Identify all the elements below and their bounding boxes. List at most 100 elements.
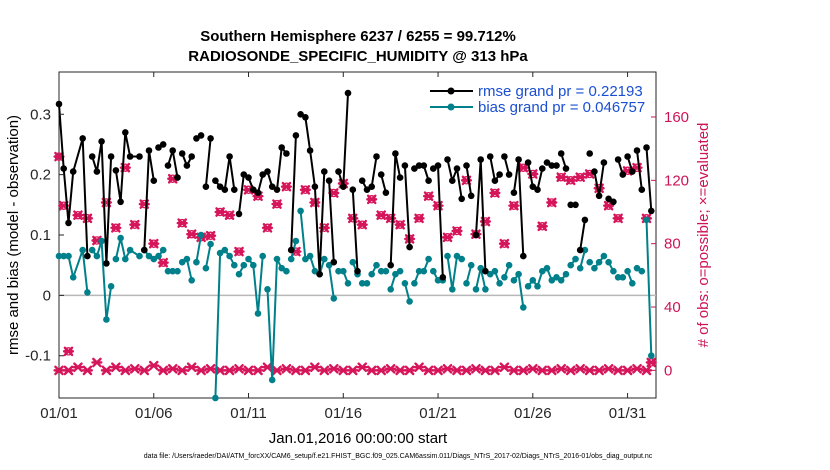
bias-point: [491, 267, 499, 275]
rmse-point: [477, 156, 485, 163]
rmse-point: [415, 162, 423, 169]
plot-area: [58, 71, 657, 399]
obs-evaluated-marker: [214, 207, 226, 217]
rmse-point: [392, 150, 399, 157]
bias-point: [614, 274, 622, 281]
obs-baseline-marker: [356, 362, 368, 372]
bias-point: [463, 280, 470, 287]
bias-point: [117, 234, 124, 242]
bias-point: [406, 298, 413, 305]
y-tick-label: 0.1: [30, 227, 51, 244]
bias-point: [226, 252, 233, 260]
obs-baseline-marker: [110, 362, 122, 372]
bias-point: [159, 246, 167, 254]
obs-baseline-marker: [451, 365, 463, 376]
rmse-point: [482, 267, 489, 275]
obs-baseline-marker: [565, 365, 577, 376]
obs-baseline-marker: [252, 365, 264, 376]
obs-baseline-marker: [138, 365, 150, 376]
bias-point: [103, 316, 110, 323]
bias-point: [505, 261, 513, 269]
obs-baseline-marker: [612, 365, 624, 376]
bias-point: [401, 280, 409, 287]
bias-point: [207, 240, 214, 248]
obs-baseline-marker: [640, 365, 653, 376]
obs-evaluated-marker: [375, 210, 387, 220]
bias-point: [287, 255, 295, 263]
rmse-point: [197, 132, 205, 139]
bias-point: [624, 267, 631, 275]
rmse-point: [439, 274, 447, 281]
obs-baseline-marker: [489, 365, 501, 376]
y-axis-label: rmse and bias (model - observation): [5, 115, 22, 355]
rmse-point: [250, 186, 257, 193]
obs-baseline-marker: [72, 362, 84, 372]
x-tick-label: 01/31: [609, 405, 647, 422]
bias-point: [98, 237, 105, 245]
rmse-point: [624, 153, 631, 160]
obs-baseline-marker: [337, 365, 349, 376]
obs-evaluated-marker: [148, 238, 160, 249]
rmse-point: [174, 174, 181, 181]
rmse-point: [515, 156, 522, 163]
rmse-point: [363, 186, 371, 193]
bias-point: [344, 280, 352, 287]
rmse-point: [548, 162, 556, 169]
rmse-point: [557, 150, 565, 157]
bias-point: [472, 286, 480, 293]
rmse-point: [330, 258, 338, 266]
rmse-point: [510, 189, 518, 196]
rmse-point: [122, 129, 129, 136]
obs-baseline-marker: [385, 363, 397, 374]
rmse-point: [221, 186, 229, 193]
bias-point: [643, 216, 650, 224]
bias-point: [595, 258, 603, 266]
bias-point: [610, 267, 617, 275]
bias-point: [212, 394, 219, 402]
rmse-point: [216, 183, 224, 190]
obs-baseline-marker: [498, 362, 510, 372]
bias-point: [197, 231, 205, 239]
obs-evaluated-marker: [261, 223, 274, 233]
rmse-point: [449, 177, 456, 184]
bias-point: [425, 255, 432, 263]
y-right-tick-label: 120: [664, 172, 689, 189]
y-tick-label: 0: [43, 287, 51, 304]
rmse-point: [600, 159, 608, 166]
rmse-point: [610, 198, 617, 206]
bias-point: [572, 255, 579, 263]
legend-rmse-marker: [447, 87, 455, 95]
bias-point: [467, 261, 475, 269]
x-tick-label: 01/01: [40, 405, 78, 422]
bias-point: [619, 274, 627, 281]
rmse-point: [425, 177, 432, 184]
obs-evaluated-marker: [441, 232, 454, 243]
rmse-point: [117, 198, 124, 206]
obs-baseline-marker: [347, 365, 359, 376]
rmse-point: [155, 144, 162, 151]
rmse-point: [524, 159, 532, 166]
rmse-point: [377, 171, 385, 178]
rmse-point: [349, 186, 357, 193]
obs-baseline-marker: [546, 365, 558, 376]
bias-point: [648, 352, 655, 360]
rmse-point: [268, 183, 276, 190]
obs-evaluated-marker: [555, 172, 567, 182]
obs-evaluated-marker: [546, 197, 558, 208]
rmse-point: [444, 156, 451, 163]
obs-baseline-marker: [366, 365, 378, 376]
obs-baseline-marker: [441, 363, 454, 374]
obs-evaluated-marker: [508, 200, 520, 211]
rmse-point: [84, 252, 91, 260]
rmse-point: [107, 153, 115, 160]
bias-point: [330, 295, 338, 302]
obs-baseline-marker: [413, 362, 425, 372]
obs-evaluated-marker: [451, 226, 463, 236]
obs-evaluated-marker: [129, 219, 141, 230]
rmse-point: [401, 162, 409, 169]
rmse-point: [467, 192, 475, 200]
bias-point: [430, 267, 437, 275]
rmse-point: [501, 153, 508, 160]
chart-title: Southern Hemisphere 6237 / 6255 = 99.712…: [200, 28, 516, 45]
rmse-point: [287, 246, 295, 254]
